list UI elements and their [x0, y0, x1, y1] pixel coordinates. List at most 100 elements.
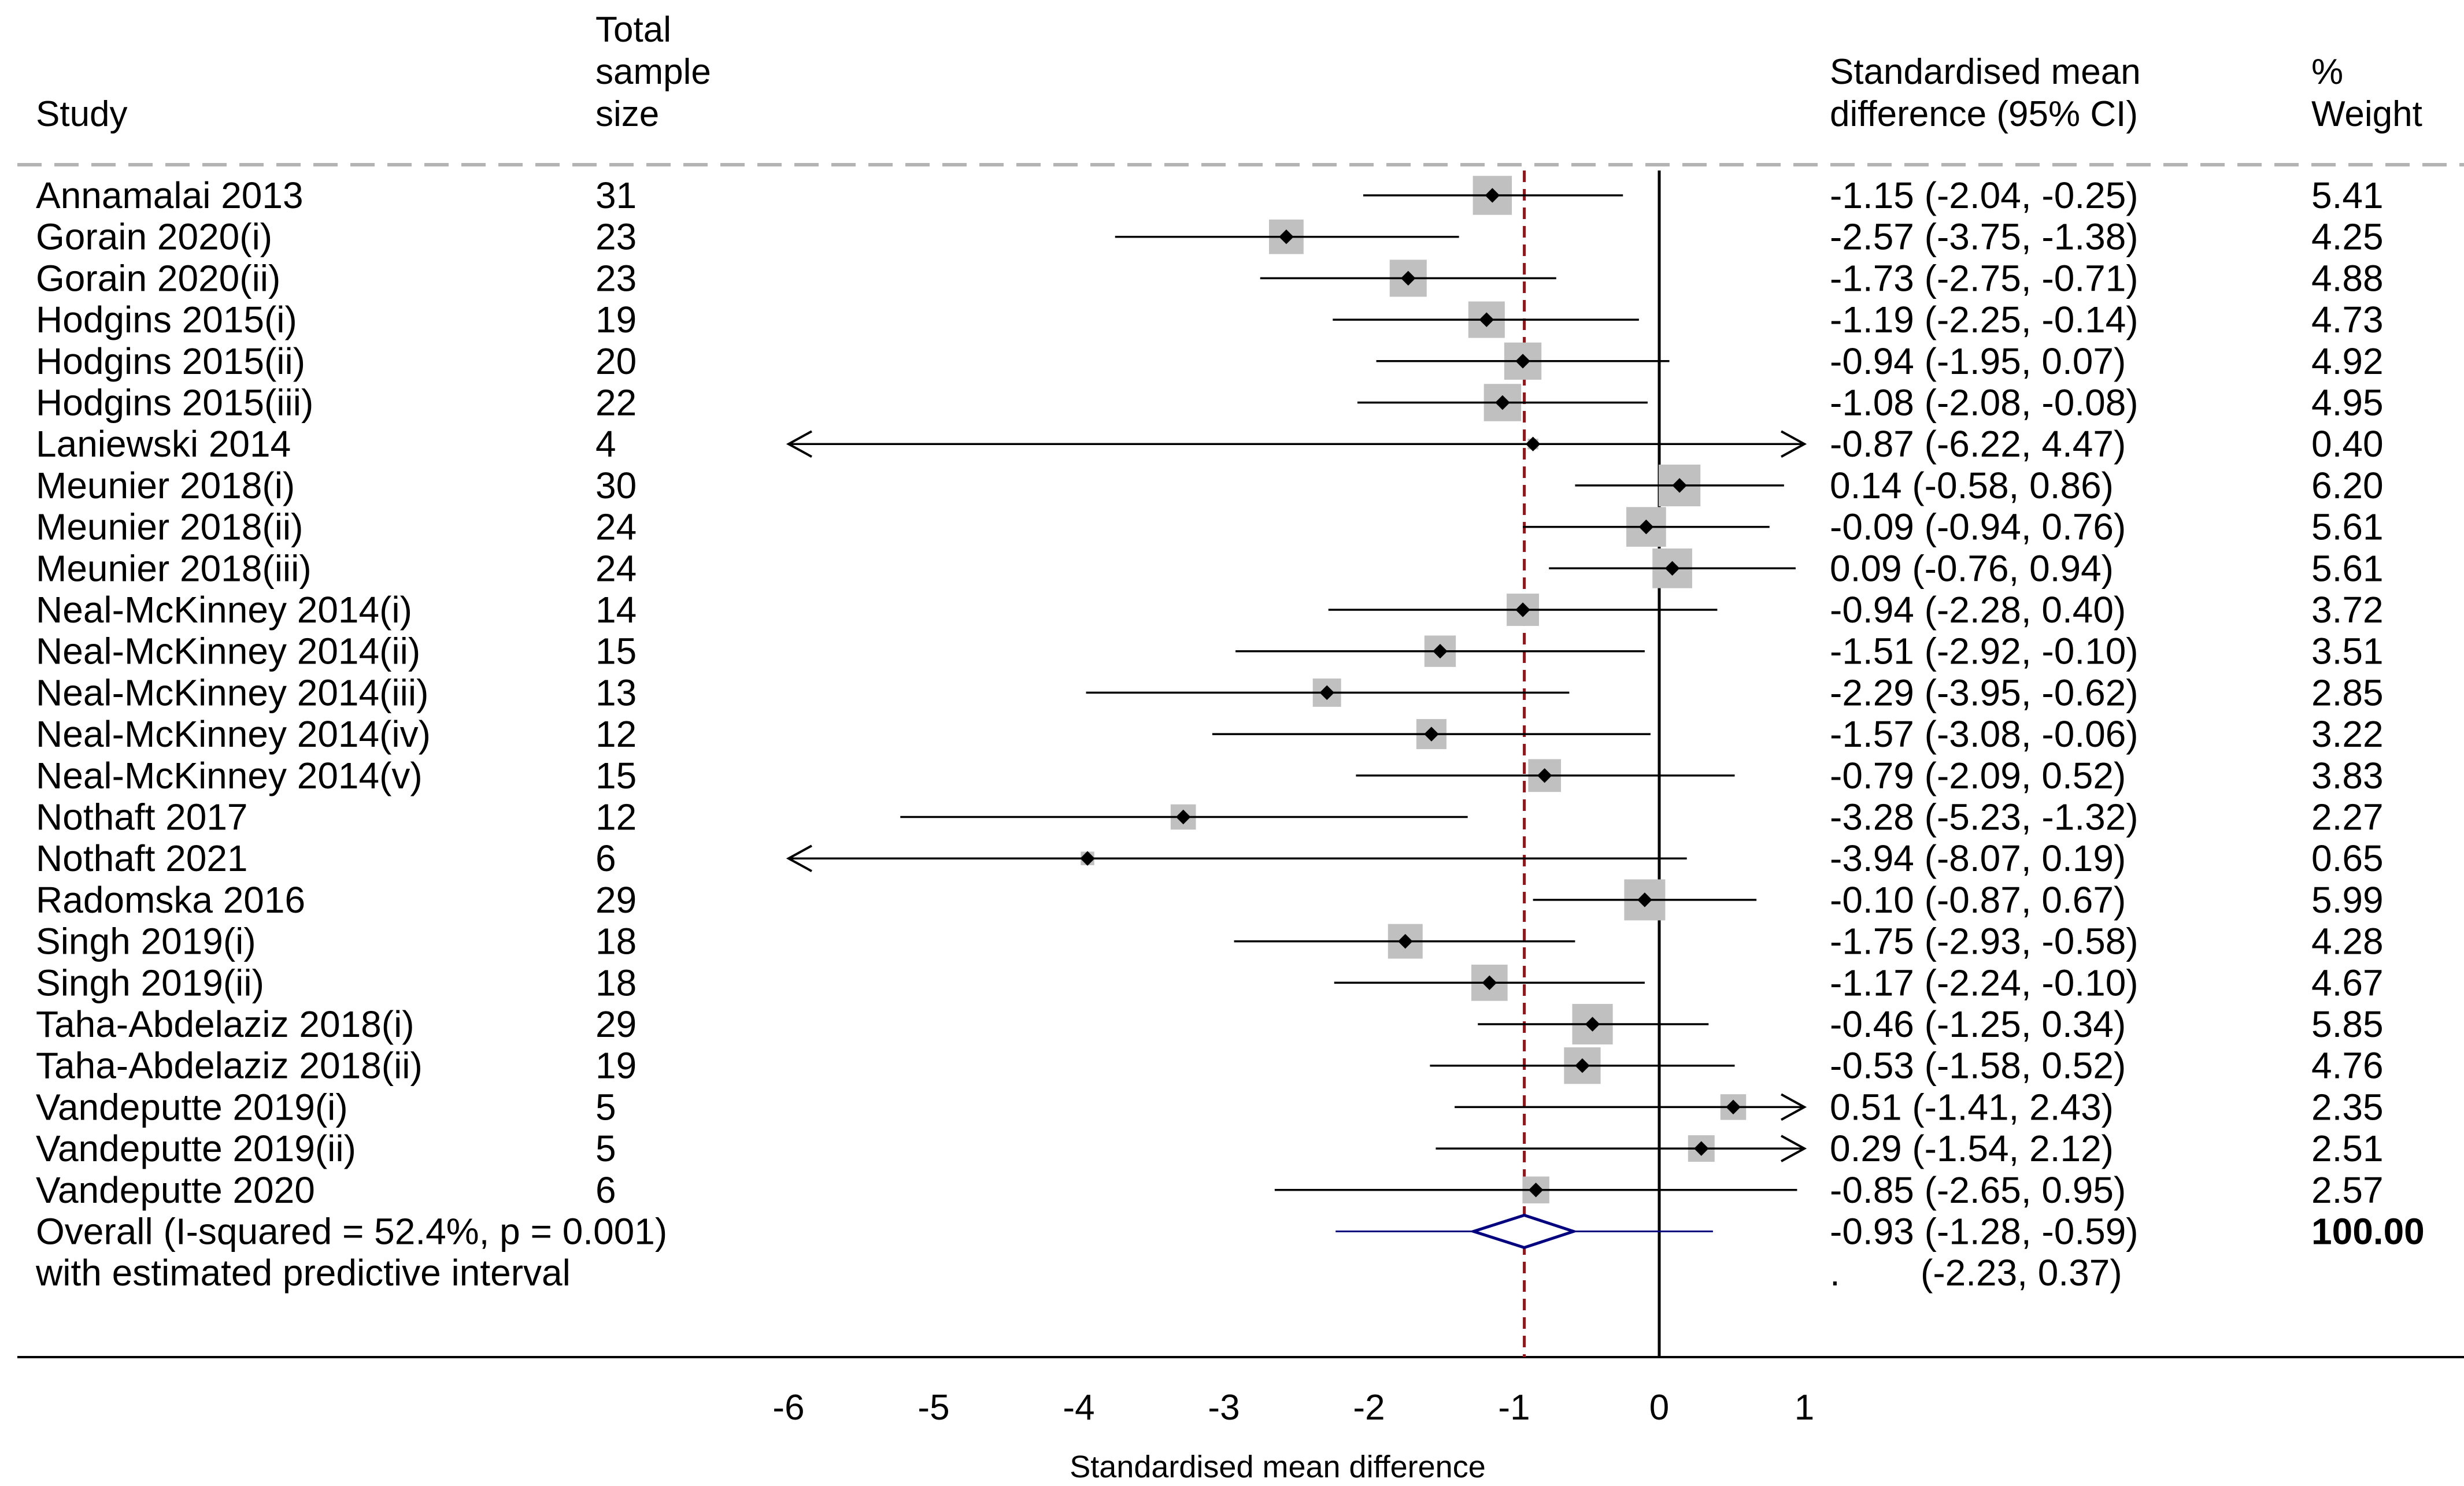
sample-size: 15: [595, 631, 637, 672]
header-study: Study: [36, 94, 128, 134]
effect-ci-text: -0.85 (-2.65, 0.95): [1830, 1169, 2126, 1211]
sample-size: 19: [595, 1045, 637, 1087]
sample-size: 5: [595, 1086, 616, 1128]
sample-size: 23: [595, 216, 637, 258]
effect-ci-text: -1.51 (-2.92, -0.10): [1830, 631, 2139, 672]
effect-ci-text: -1.73 (-2.75, -0.71): [1830, 257, 2139, 299]
weight-value: 5.85: [2311, 1003, 2384, 1045]
study-label: Hodgins 2015(iii): [36, 382, 313, 424]
effect-ci-text: 0.29 (-1.54, 2.12): [1830, 1128, 2114, 1169]
sample-size: 5: [595, 1128, 616, 1169]
sample-size: 6: [595, 1169, 616, 1211]
sample-size: 31: [595, 175, 637, 216]
x-tick-label: -1: [1498, 1388, 1530, 1428]
weight-value: 4.28: [2311, 921, 2384, 962]
header-weight-line-1: %: [2311, 52, 2343, 92]
weight-value: 5.61: [2311, 547, 2384, 589]
effect-ci-text: -0.10 (-0.87, 0.67): [1830, 879, 2126, 921]
header-sample-line-2: sample: [595, 52, 711, 92]
header-smd-line-1: Standardised mean: [1830, 52, 2141, 92]
sample-size: 23: [595, 257, 637, 299]
study-label: Vandeputte 2019(ii): [36, 1128, 356, 1169]
effect-ci-text: -2.29 (-3.95, -0.62): [1830, 672, 2139, 713]
sample-size: 29: [595, 1003, 637, 1045]
weight-value: 2.57: [2311, 1169, 2384, 1211]
x-tick-label: -6: [772, 1388, 804, 1428]
sample-size: 24: [595, 547, 637, 589]
weight-value: 2.51: [2311, 1128, 2384, 1169]
weight-value: 5.41: [2311, 175, 2384, 216]
study-label: Neal-McKinney 2014(v): [36, 755, 423, 796]
study-label: Meunier 2018(iii): [36, 547, 312, 589]
x-tick-label: -2: [1353, 1388, 1385, 1428]
effect-ci-text: -1.08 (-2.08, -0.08): [1830, 382, 2139, 424]
weight-value: 4.76: [2311, 1045, 2384, 1087]
sample-size: 29: [595, 879, 637, 921]
weight-value: 5.61: [2311, 506, 2384, 548]
overall-label: Overall (I-squared = 52.4%, p = 0.001): [36, 1211, 667, 1252]
sample-size: 18: [595, 921, 637, 962]
weight-value: 0.65: [2311, 838, 2384, 879]
study-label: Taha-Abdelaziz 2018(ii): [36, 1045, 423, 1087]
predictive-interval-label: with estimated predictive interval: [35, 1252, 571, 1294]
study-label: Neal-McKinney 2014(ii): [36, 631, 420, 672]
ci-arrow-left: [786, 844, 812, 872]
study-label: Singh 2019(i): [36, 921, 256, 962]
study-label: Nothaft 2017: [36, 796, 248, 838]
x-tick-label: 1: [1795, 1388, 1814, 1428]
ci-arrow-right: [1781, 1135, 1807, 1162]
sample-size: 13: [595, 672, 637, 713]
effect-ci-text: -1.19 (-2.25, -0.14): [1830, 299, 2139, 340]
overall-weight: 100.00: [2311, 1211, 2425, 1252]
study-label: Laniewski 2014: [36, 423, 291, 465]
ci-arrow-left: [786, 430, 812, 458]
effect-ci-text: -3.28 (-5.23, -1.32): [1830, 796, 2139, 838]
sample-size: 14: [595, 589, 637, 631]
study-label: Gorain 2020(i): [36, 216, 272, 258]
weight-value: 4.73: [2311, 299, 2384, 340]
weight-value: 2.85: [2311, 672, 2384, 713]
header-sample-line-1: Total: [595, 10, 671, 50]
x-tick-label: -4: [1063, 1388, 1094, 1428]
overall-diamond: [1468, 1213, 1578, 1250]
study-label: Singh 2019(ii): [36, 962, 264, 1003]
weight-value: 4.92: [2311, 340, 2384, 382]
study-label: Taha-Abdelaziz 2018(i): [36, 1003, 415, 1045]
effect-ci-text: 0.51 (-1.41, 2.43): [1830, 1086, 2114, 1128]
effect-ci-text: 0.14 (-0.58, 0.86): [1830, 465, 2114, 506]
study-label: Vandeputte 2020: [36, 1169, 315, 1211]
weight-value: 4.95: [2311, 382, 2384, 424]
weight-value: 2.35: [2311, 1086, 2384, 1128]
ci-arrow-right: [1781, 430, 1807, 458]
weight-value: 3.72: [2311, 589, 2384, 631]
sample-size: 6: [595, 838, 616, 879]
effect-ci-text: 0.09 (-0.76, 0.94): [1830, 547, 2114, 589]
predictive-interval-text: (-2.23, 0.37): [1921, 1252, 2122, 1294]
sample-size: 22: [595, 382, 637, 424]
weight-value: 4.88: [2311, 257, 2384, 299]
study-label: Annamalai 2013: [36, 175, 304, 216]
weight-value: 3.51: [2311, 631, 2384, 672]
effect-ci-text: -0.79 (-2.09, 0.52): [1830, 755, 2126, 796]
effect-ci-text: -0.94 (-1.95, 0.07): [1830, 340, 2126, 382]
header-sample-line-3: size: [595, 94, 659, 134]
weight-value: 0.40: [2311, 423, 2384, 465]
overall-ci-text: -0.93 (-1.28, -0.59): [1830, 1211, 2139, 1252]
study-label: Neal-McKinney 2014(iv): [36, 713, 431, 755]
study-label: Meunier 2018(i): [36, 465, 295, 506]
effect-ci-text: -1.17 (-2.24, -0.10): [1830, 962, 2139, 1003]
effect-ci-text: -1.75 (-2.93, -0.58): [1830, 921, 2139, 962]
study-label: Hodgins 2015(ii): [36, 340, 305, 382]
header-weight-line-2: Weight: [2311, 94, 2422, 134]
predictive-interval-dot: .: [1830, 1252, 1840, 1294]
x-axis-label: Standardised mean difference: [1070, 1450, 1485, 1484]
header-smd-line-2: difference (95% CI): [1830, 94, 2138, 134]
x-tick-label: -3: [1208, 1388, 1240, 1428]
weight-value: 2.27: [2311, 796, 2384, 838]
effect-ci-text: -0.87 (-6.22, 4.47): [1830, 423, 2126, 465]
study-label: Hodgins 2015(i): [36, 299, 297, 340]
study-label: Radomska 2016: [36, 879, 305, 921]
study-label: Neal-McKinney 2014(iii): [36, 672, 428, 713]
weight-value: 5.99: [2311, 879, 2384, 921]
